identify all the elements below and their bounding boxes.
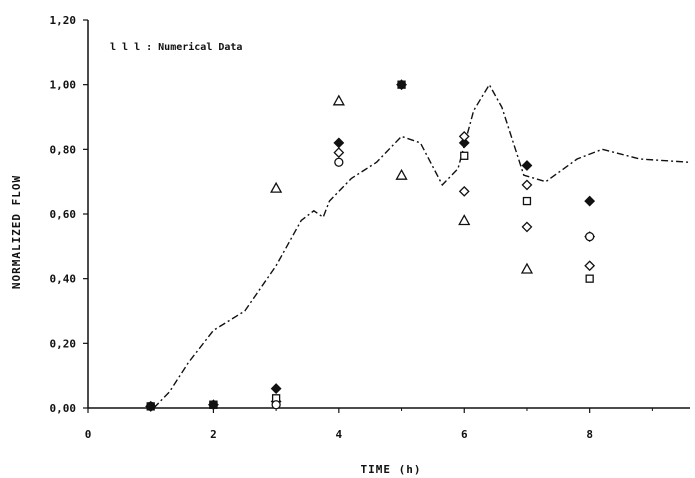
y-tick-label: 1,00 <box>50 79 77 92</box>
marker-square-filled <box>209 400 218 409</box>
marker-diamond-open <box>521 221 533 233</box>
marker-diamond-open <box>333 147 345 158</box>
x-tick-label: 2 <box>210 428 217 441</box>
annotation: l l l : Numerical Data <box>110 41 242 53</box>
y-tick-label: 0,60 <box>50 208 77 221</box>
x-tick-label: 8 <box>586 428 593 441</box>
marker-diamond-filled <box>584 195 596 207</box>
marker-diamond-filled <box>333 137 345 149</box>
marker-diamond-filled <box>521 160 533 171</box>
marker-circle-open <box>271 400 281 410</box>
marker-square-open <box>460 151 469 160</box>
numerical-curve-path <box>153 83 691 409</box>
marker-circle-filled <box>146 401 156 412</box>
marker-circle-open <box>585 231 595 242</box>
axes <box>87 20 690 409</box>
marker-triangle-open <box>332 94 345 106</box>
ticks: 0,00 0,20 0,40 0,60 0,80 1,00 1,20 0 2 4 6 8 <box>50 14 653 441</box>
x-tick-label: 4 <box>336 428 343 441</box>
x-tick-label: 6 <box>461 428 468 441</box>
y-tick-label: 0,00 <box>50 402 77 415</box>
y-axis-title: NORMALIZED FLOW <box>10 175 23 289</box>
marker-triangle-open <box>520 262 534 274</box>
y-tick-label: 0,40 <box>50 273 77 286</box>
marker-diamond-open <box>521 179 533 191</box>
marker-square-filled <box>397 80 406 89</box>
y-tick-label: 1,20 <box>50 14 77 27</box>
data-points <box>145 79 596 412</box>
x-tick-label: 0 <box>85 428 92 441</box>
marker-triangle-open <box>270 181 283 193</box>
marker-square-open <box>522 196 532 206</box>
marker-triangle-open <box>458 214 471 226</box>
marker-diamond-filled <box>270 383 282 395</box>
marker-triangle-open <box>395 168 408 180</box>
marker-diamond-filled <box>458 137 470 149</box>
marker-circle-open <box>334 157 344 167</box>
marker-diamond-open <box>458 130 470 142</box>
marker-square-open <box>585 274 594 283</box>
numerical-curve <box>153 83 691 409</box>
marker-diamond-open <box>584 260 596 272</box>
y-tick-label: 0,20 <box>50 337 77 350</box>
marker-diamond-open <box>458 185 470 197</box>
x-axis-title: TIME (h) <box>361 463 422 476</box>
y-tick-label: 0,80 <box>50 143 77 156</box>
